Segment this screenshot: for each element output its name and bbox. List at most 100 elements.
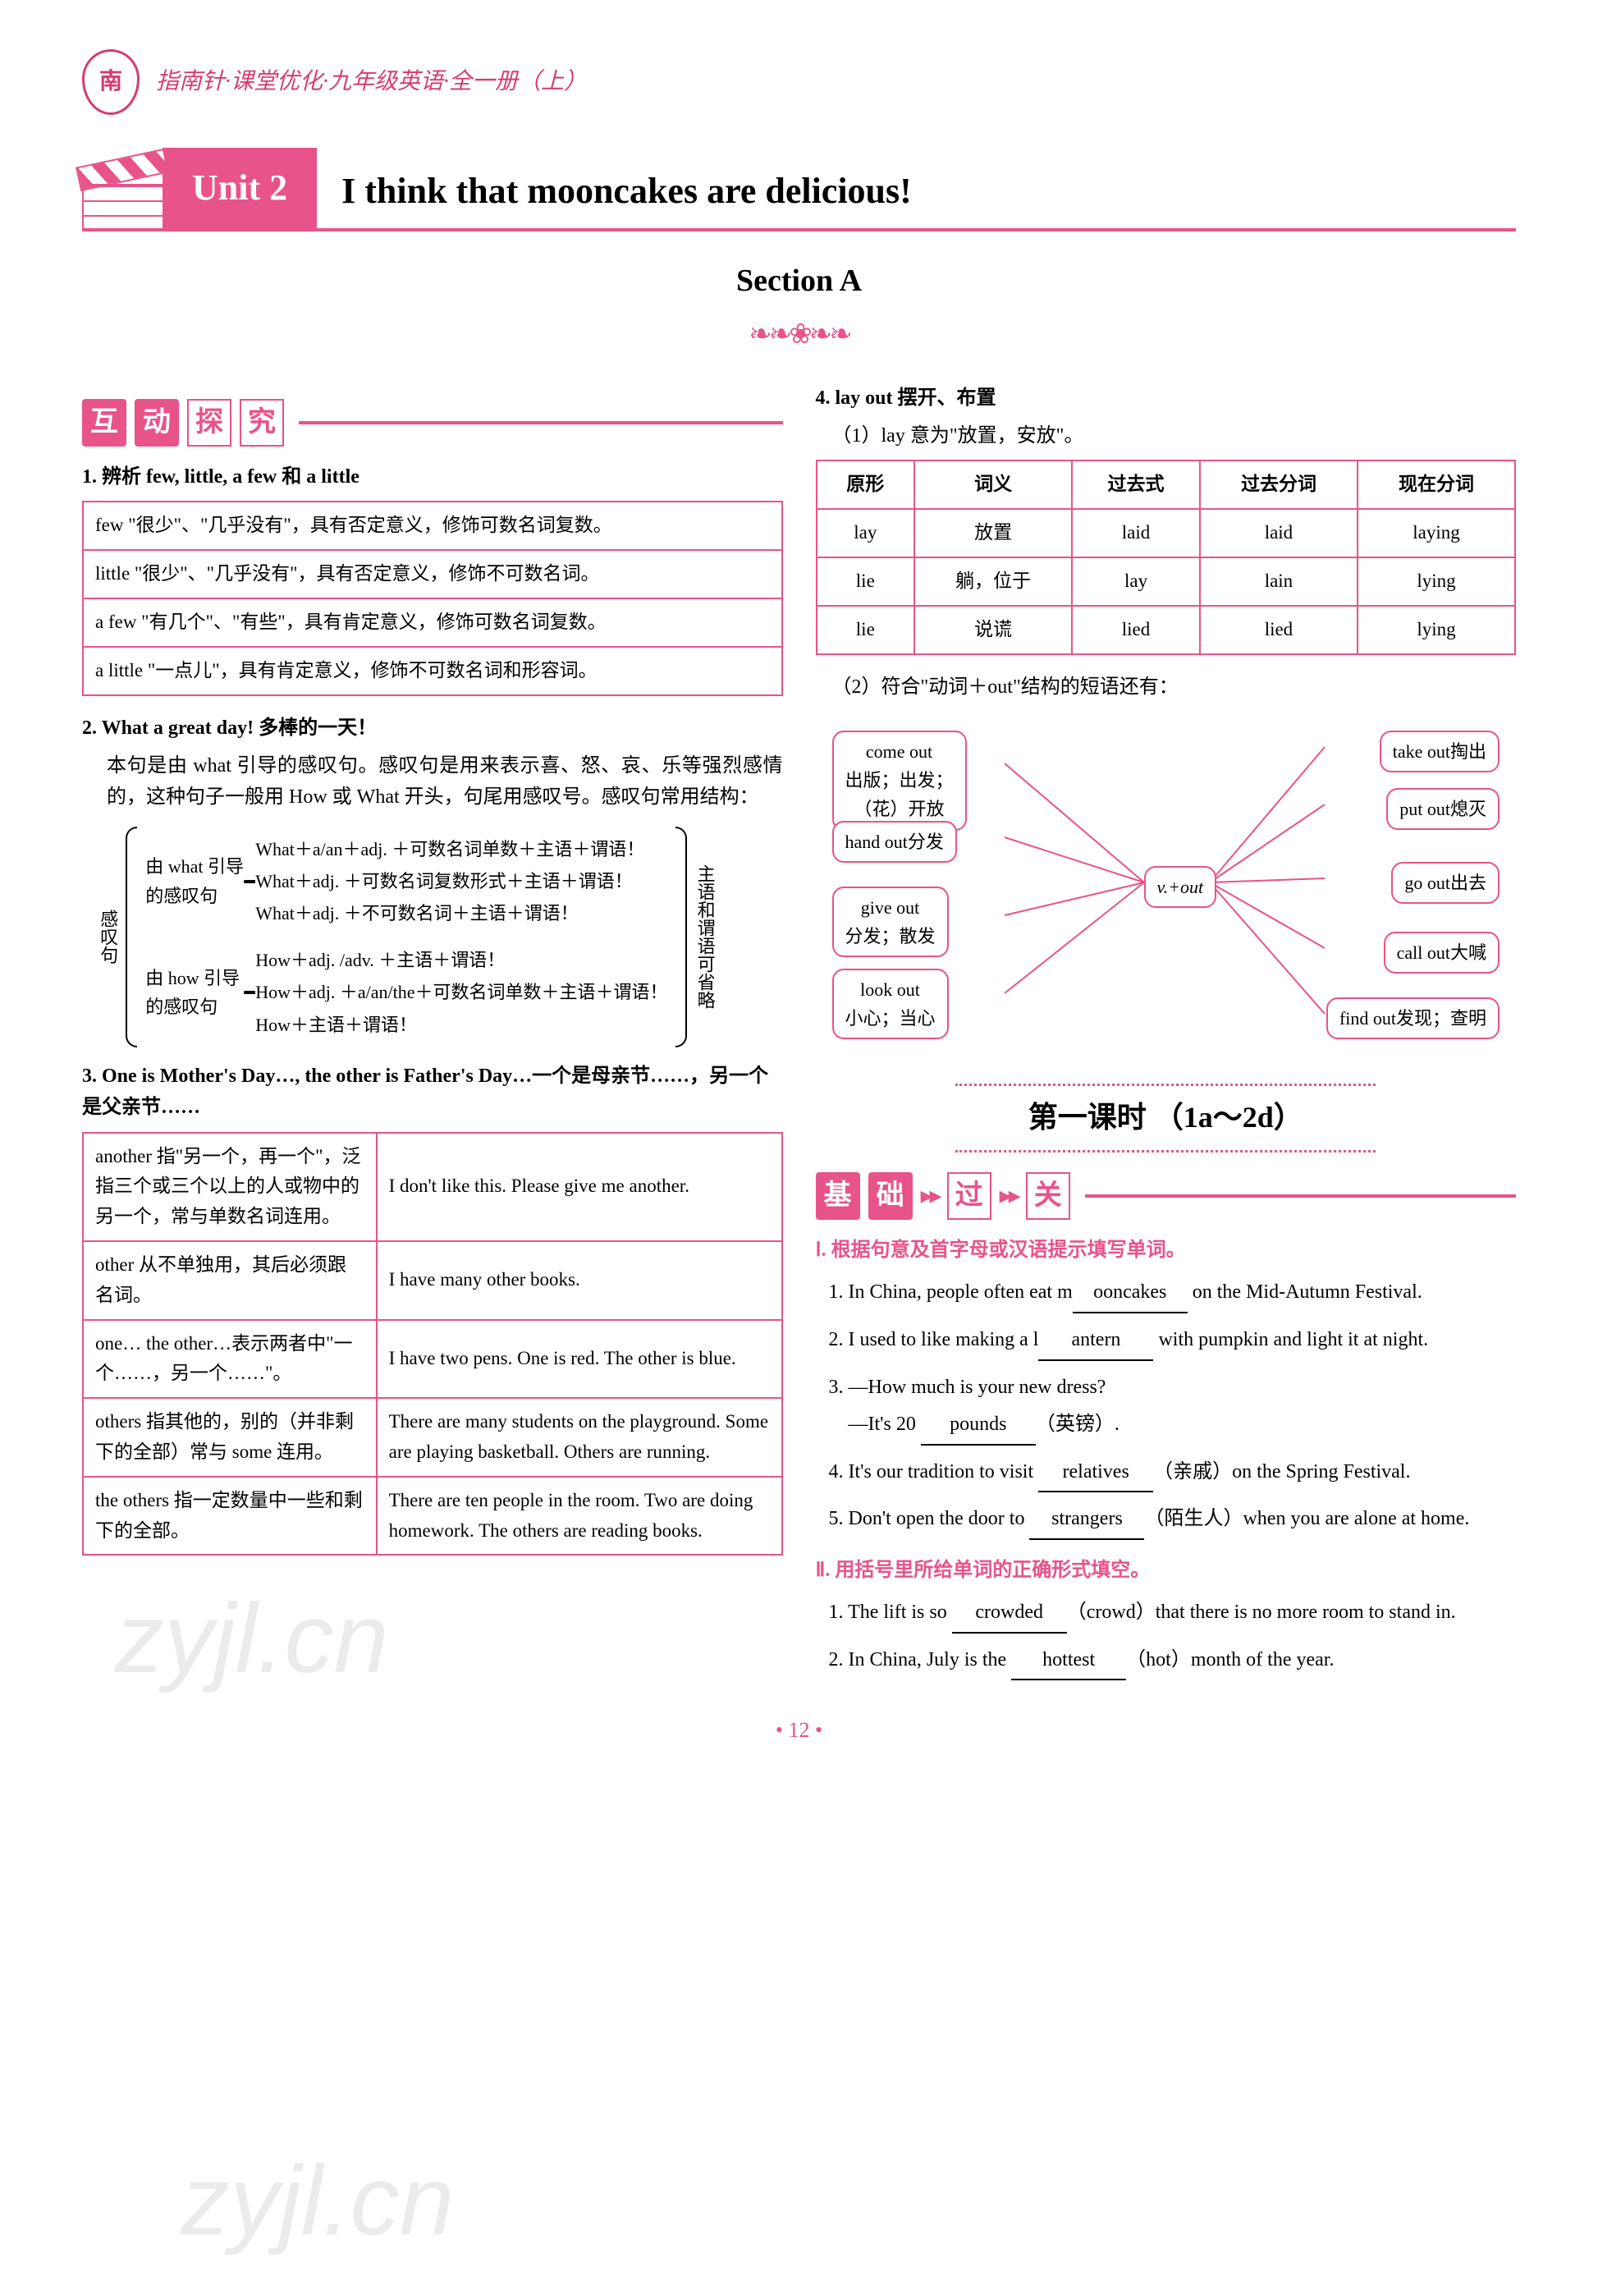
question-text: （hot）month of the year.: [1126, 1649, 1334, 1670]
structure-line: How＋主语＋谓语！: [255, 1011, 667, 1039]
question-text: on the Mid-Autumn Festival.: [1188, 1281, 1422, 1303]
table-cell: lie: [817, 557, 915, 606]
unit-label: Unit 2: [163, 148, 317, 228]
table-row: lay 放置 laid laid laying: [817, 509, 1516, 557]
point-title: 2. What a great day! 多棒的一天！: [82, 713, 783, 744]
question-text: （英镑）.: [1036, 1414, 1120, 1435]
answer-blank[interactable]: strangers: [1029, 1501, 1144, 1540]
answer-blank[interactable]: crowded: [952, 1594, 1067, 1634]
paragraph: 本句是由 what 引导的感叹句。感叹句是用来表示喜、怒、哀、乐等强烈感情的，这…: [107, 750, 783, 813]
question-text: （亲戚）on the Spring Festival.: [1153, 1461, 1410, 1483]
question: 1. In China, people often eat mooncakes …: [829, 1274, 1517, 1313]
exclamation-structure: 感叹句 由 what 引导的感叹句 What＋a/an＋adj. ＋可数名词单数…: [90, 827, 783, 1047]
mindmap-node: go out出去: [1391, 862, 1500, 904]
mindmap-node: call out大喊: [1384, 932, 1500, 974]
table-cell: I have many other books.: [377, 1241, 782, 1320]
structure-line: What＋adj. ＋不可数名词＋主语＋谓语！: [255, 899, 644, 928]
han-char: 探: [187, 399, 231, 447]
section-label: Section A: [82, 256, 1516, 306]
table-cell: lying: [1358, 557, 1515, 606]
table-cell: I have two pens. One is red. The other i…: [377, 1320, 782, 1399]
section-heading-hudong: 互 动 探 究: [82, 399, 783, 447]
question-text: （crowd）that there is no more room to sta…: [1067, 1602, 1456, 1623]
answer-blank[interactable]: relatives: [1038, 1454, 1153, 1493]
question: 1. The lift is so crowded（crowd）that the…: [829, 1594, 1517, 1634]
table-header: 过去分词: [1200, 461, 1358, 509]
question: 2. In China, July is the hottest（hot）mon…: [829, 1642, 1517, 1681]
question-text: 2. In China, July is the: [829, 1649, 1012, 1670]
table-row: the others 指一定数量中一些和剩下的全部。 There are ten…: [83, 1477, 782, 1556]
answer-blank[interactable]: antern: [1038, 1322, 1153, 1361]
sub-paragraph: （2）符合"动词＋out"结构的短语还有：: [832, 671, 1517, 703]
heading-rule: [1085, 1194, 1516, 1198]
table-cell: lay: [817, 509, 915, 557]
sub-label: 由 how 引导的感叹句: [145, 964, 244, 1021]
clapperboard-icon: [82, 166, 164, 231]
table-cell: laid: [1200, 509, 1358, 557]
breadcrumb: 指南针·课堂优化·九年级英语·全一册（上）: [156, 64, 587, 101]
table-row: lie 说谎 lied lied lying: [817, 606, 1516, 654]
question-text: 1. In China, people often eat m: [829, 1281, 1073, 1303]
question-text: 3. —How much is your new dress?: [829, 1377, 1106, 1398]
table-cell: lain: [1200, 557, 1358, 606]
question-text: 1. The lift is so: [829, 1602, 952, 1623]
table-header: 过去式: [1072, 461, 1200, 509]
table-cell: a few "有几个"、"有些"，具有肯定意义，修饰可数名词复数。: [83, 598, 782, 647]
right-column: 4. lay out 摆开、布置 （1）lay 意为"放置，安放"。 原形 词义…: [816, 383, 1517, 1689]
table-header: 词义: [914, 461, 1072, 509]
table-header: 原形: [817, 461, 915, 509]
table-cell: There are many students on the playgroun…: [377, 1398, 782, 1477]
page-number: • 12 •: [82, 1713, 1516, 1748]
table-cell: lie: [817, 606, 915, 654]
table-cell: little "很少"、"几乎没有"，具有否定意义，修饰不可数名词。: [83, 550, 782, 598]
structure-line: How＋adj. /adv. ＋主语＋谓语！: [255, 946, 667, 974]
logo-shield-icon: 南: [82, 49, 140, 115]
point-title: 1. 辨析 few, little, a few 和 a little: [82, 461, 783, 493]
few-little-table: few "很少"、"几乎没有"，具有否定意义，修饰可数名词复数。 little …: [82, 501, 783, 695]
table-cell: others 指其他的，别的（并非剩下的全部）常与 some 连用。: [83, 1398, 377, 1477]
exercise-heading: Ⅱ. 用括号里所给单词的正确形式填空。: [816, 1555, 1517, 1586]
section-label-text: Section A: [736, 264, 862, 298]
structure-line: What＋a/an＋adj. ＋可数名词单数＋主语＋谓语！: [255, 835, 644, 864]
table-row: 原形 词义 过去式 过去分词 现在分词: [817, 461, 1516, 509]
structure-line: What＋adj. ＋可数名词复数形式＋主语＋谓语！: [255, 867, 644, 896]
table-row: another 指"另一个，再一个"，泛指三个或三个以上的人或物中的另一个，常与…: [83, 1133, 782, 1241]
question-text: 4. It's our tradition to visit: [829, 1461, 1039, 1483]
page-number-value: 12: [789, 1718, 810, 1742]
question: 2. I used to like making a lantern with …: [829, 1322, 1517, 1361]
sub-paragraph: （1）lay 意为"放置，安放"。: [832, 420, 1517, 451]
mindmap-node: come out 出版；出发； （花）开放: [832, 731, 967, 831]
table-row: others 指其他的，别的（并非剩下的全部）常与 some 连用。 There…: [83, 1398, 782, 1477]
table-cell: I don't like this. Please give me anothe…: [377, 1133, 782, 1241]
point-title: 3. One is Mother's Day…, the other is Fa…: [82, 1061, 783, 1124]
table-cell: lied: [1200, 606, 1358, 654]
table-cell: lay: [1072, 557, 1200, 606]
out-phrases-mindmap: v.+out come out 出版；出发； （花）开放 hand out分发 …: [816, 714, 1517, 1059]
mindmap-center: v.+out: [1144, 866, 1217, 908]
question: 3. —How much is your new dress? —It's 20…: [829, 1369, 1517, 1446]
han-char: 动: [135, 399, 179, 447]
content-columns: 互 动 探 究 1. 辨析 few, little, a few 和 a lit…: [82, 383, 1516, 1689]
answer-blank[interactable]: hottest: [1011, 1642, 1126, 1681]
mindmap-node: find out发现；查明: [1326, 997, 1500, 1039]
question-text: （陌生人）when you are alone at home.: [1144, 1508, 1469, 1529]
han-char: 基: [816, 1172, 860, 1220]
mindmap-node: put out熄灭: [1386, 788, 1500, 830]
table-cell: 放置: [914, 509, 1072, 557]
answer-blank[interactable]: ooncakes: [1073, 1274, 1188, 1313]
question: 4. It's our tradition to visit relatives…: [829, 1454, 1517, 1493]
answer-blank[interactable]: pounds: [921, 1406, 1036, 1446]
another-other-table: another 指"另一个，再一个"，泛指三个或三个以上的人或物中的另一个，常与…: [82, 1132, 783, 1556]
table-cell: laying: [1358, 509, 1515, 557]
sub-label: 由 what 引导的感叹句: [145, 852, 244, 910]
arrow-icon: ▸▸: [921, 1176, 939, 1216]
mindmap-node: take out掏出: [1380, 731, 1500, 772]
left-column: 互 动 探 究 1. 辨析 few, little, a few 和 a lit…: [82, 383, 783, 1689]
table-cell: a little "一点儿"，具有肯定意义，修饰不可数名词和形容词。: [83, 647, 782, 695]
verb-forms-table: 原形 词义 过去式 过去分词 现在分词 lay 放置 laid laid lay…: [816, 460, 1517, 654]
unit-banner: Unit 2 I think that mooncakes are delici…: [82, 148, 1516, 231]
table-cell: few "很少"、"几乎没有"，具有否定意义，修饰可数名词复数。: [83, 502, 782, 550]
question-text: with pumpkin and light it at night.: [1153, 1329, 1428, 1350]
section-heading-jichu: 基 础 ▸▸ 过 ▸▸ 关: [816, 1172, 1517, 1220]
han-char: 究: [240, 399, 284, 447]
